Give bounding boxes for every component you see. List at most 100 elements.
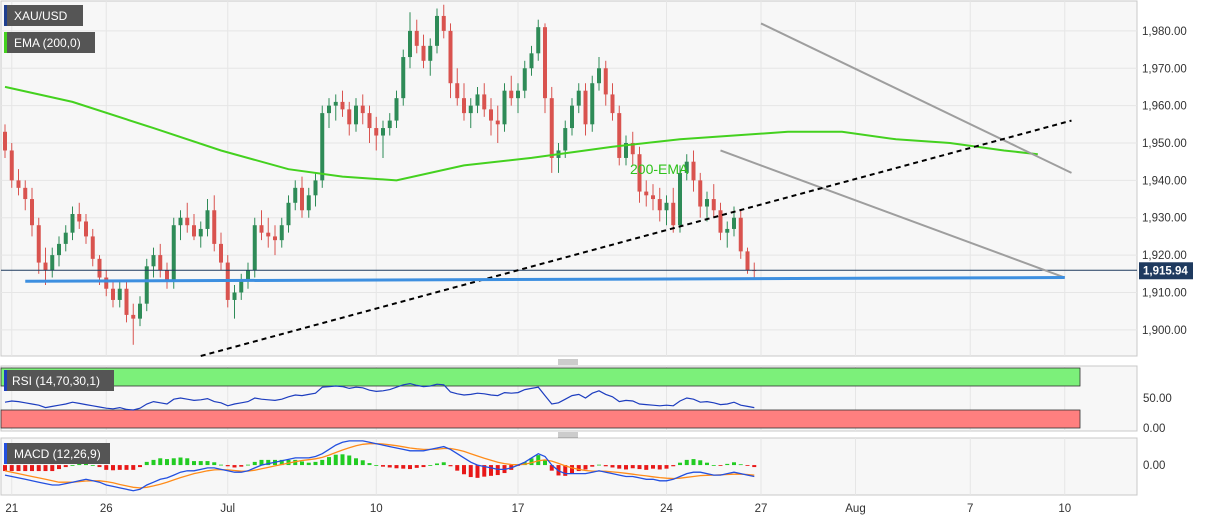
candle bbox=[70, 206, 75, 241]
macd-histogram-bar bbox=[374, 465, 379, 466]
candle bbox=[590, 75, 595, 132]
macd-histogram-bar bbox=[111, 465, 115, 471]
candle bbox=[367, 105, 372, 143]
ema-layer bbox=[4, 85, 1038, 182]
rsi-layer bbox=[4, 382, 755, 411]
macd-histogram-bar bbox=[435, 463, 439, 466]
candle bbox=[711, 184, 716, 218]
macd-histogram-bar bbox=[340, 454, 345, 466]
macd-histogram-bar bbox=[684, 459, 689, 466]
candle bbox=[198, 221, 203, 248]
macd-histogram-bar bbox=[570, 465, 574, 474]
candle bbox=[84, 214, 88, 244]
candle bbox=[63, 225, 68, 252]
candle bbox=[340, 90, 345, 117]
macd-histogram-bar bbox=[104, 465, 109, 470]
macd-histogram-bar bbox=[637, 465, 642, 470]
candle bbox=[239, 273, 244, 300]
candle bbox=[637, 146, 642, 203]
x-tick-label: 24 bbox=[660, 503, 673, 515]
symbol-label-text: XAU/USD bbox=[14, 9, 68, 23]
candle bbox=[570, 98, 574, 136]
candle bbox=[30, 187, 34, 237]
candle bbox=[178, 210, 183, 241]
candle bbox=[394, 90, 399, 129]
price-tick-label: 1,920.00 bbox=[1142, 250, 1187, 262]
macd-histogram-bar bbox=[705, 462, 709, 466]
candle bbox=[401, 49, 406, 106]
macd-label[interactable]: MACD (12,26,9) bbox=[4, 443, 110, 464]
candle bbox=[131, 303, 136, 345]
x-tick-label: Jul bbox=[220, 503, 235, 515]
candle bbox=[475, 86, 480, 114]
rsi-oversold-band bbox=[0, 409, 1081, 429]
macd-histogram-bar bbox=[583, 465, 588, 470]
price-axis: 1,900.00 1,910.00 1,920.00 1,930.00 1,940.00… bbox=[1142, 26, 1187, 337]
candle bbox=[522, 60, 527, 99]
candle bbox=[738, 210, 743, 259]
candle bbox=[165, 262, 169, 289]
candle bbox=[293, 180, 298, 211]
macd-layer bbox=[3, 440, 757, 492]
price-tick-label: 1,940.00 bbox=[1142, 175, 1187, 187]
candle bbox=[246, 262, 250, 289]
ema-indicator-label[interactable]: EMA (200,0) bbox=[4, 32, 95, 53]
candle bbox=[43, 247, 48, 285]
horizontal-support-line bbox=[25, 276, 1065, 283]
x-tick-label: 7 bbox=[967, 503, 973, 515]
candle bbox=[583, 83, 588, 136]
candle bbox=[516, 83, 520, 114]
macd-label-text: MACD (12,26,9) bbox=[14, 447, 101, 461]
macd-histogram-bar bbox=[738, 464, 743, 466]
candle bbox=[428, 38, 433, 76]
macd-histogram-bar bbox=[529, 458, 534, 466]
candle bbox=[192, 214, 196, 241]
price-tick-label: 1,980.00 bbox=[1142, 26, 1187, 38]
candle bbox=[273, 225, 277, 256]
candle bbox=[185, 202, 190, 233]
macd-histogram-bar bbox=[414, 465, 419, 468]
rsi-overbought-band bbox=[0, 367, 1081, 387]
macd-histogram-bar bbox=[158, 458, 163, 466]
x-tick-label: Aug bbox=[845, 503, 865, 515]
macd-histogram-bar bbox=[259, 459, 264, 466]
candle bbox=[232, 285, 237, 319]
macd-histogram-bar bbox=[97, 465, 102, 468]
candle bbox=[381, 120, 385, 158]
macd-histogram-bar bbox=[23, 465, 28, 472]
macd-histogram-bar bbox=[448, 465, 453, 467]
macd-histogram-bar bbox=[90, 465, 95, 466]
macd-histogram-bar bbox=[495, 465, 500, 476]
candle bbox=[468, 98, 473, 129]
candle bbox=[502, 83, 507, 132]
macd-histogram-bar bbox=[651, 465, 655, 469]
candle bbox=[745, 247, 750, 274]
macd-histogram-bar bbox=[293, 459, 298, 466]
price-tick-label: 1,970.00 bbox=[1142, 63, 1187, 75]
rsi-label[interactable]: RSI (14,70,30,1) bbox=[4, 370, 114, 391]
candle bbox=[482, 83, 487, 117]
symbol-label[interactable]: XAU/USD bbox=[4, 5, 83, 26]
candle bbox=[50, 247, 55, 278]
macd-histogram-bar bbox=[408, 465, 412, 470]
macd-histogram-bar bbox=[421, 465, 426, 468]
rsi-line bbox=[4, 382, 755, 411]
macd-histogram-bar bbox=[644, 465, 649, 470]
macd-histogram-bar bbox=[590, 465, 595, 467]
candle bbox=[124, 281, 129, 323]
price-panel-resize-handle[interactable] bbox=[558, 359, 578, 365]
rising-trendline-line bbox=[200, 119, 1072, 357]
macd-histogram-bar bbox=[718, 465, 723, 466]
candle bbox=[171, 217, 176, 289]
candle bbox=[421, 34, 426, 69]
ema-200-line bbox=[4, 85, 1038, 182]
rsi-panel-resize-handle[interactable] bbox=[558, 432, 578, 438]
price-grid bbox=[1, 1, 1137, 495]
macd-histogram-bar bbox=[16, 465, 21, 472]
candle bbox=[630, 131, 635, 166]
candle bbox=[725, 221, 730, 248]
candle bbox=[90, 228, 95, 267]
macd-histogram-bar bbox=[124, 465, 129, 470]
candle bbox=[144, 258, 149, 312]
